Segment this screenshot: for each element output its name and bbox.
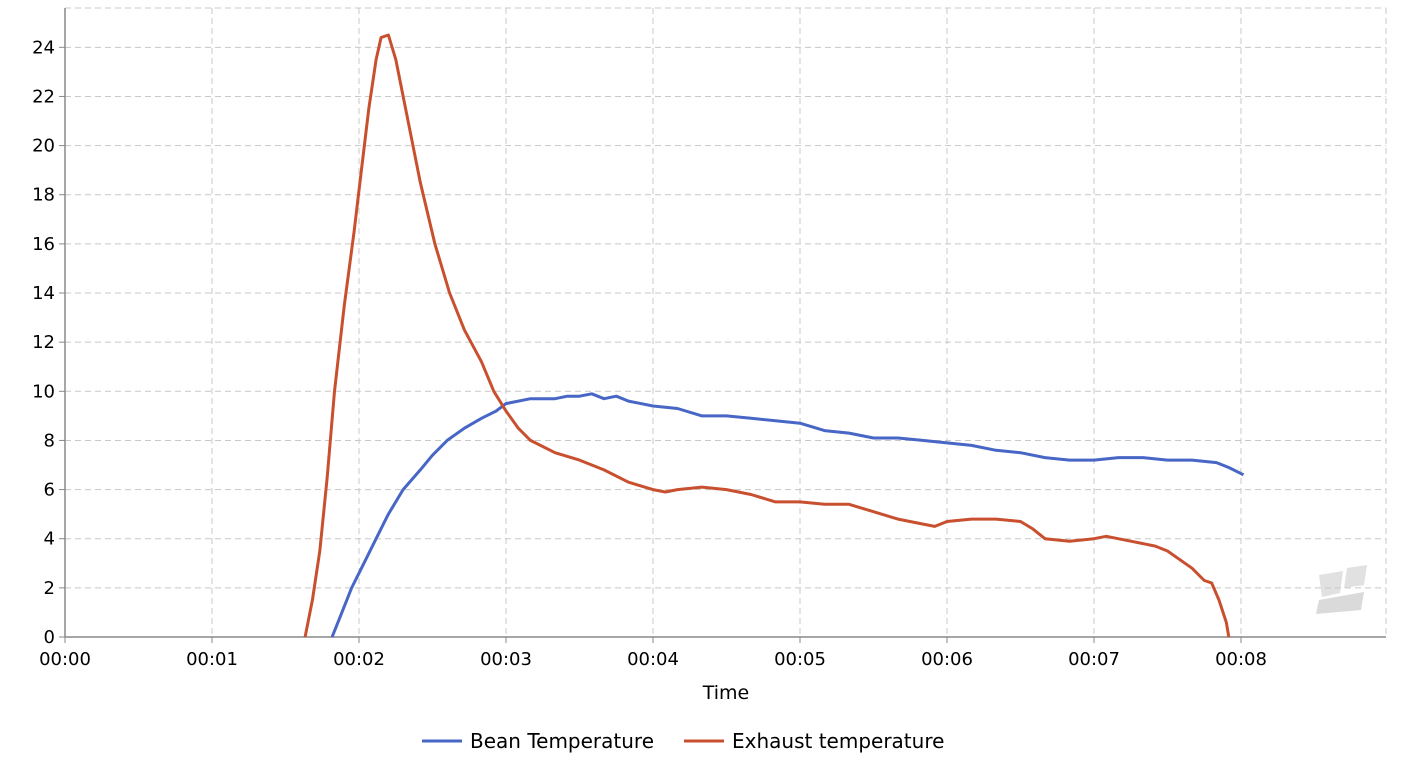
y-tick-label: 10	[32, 381, 55, 402]
x-tick-label: 00:03	[480, 649, 532, 670]
x-tick-label: 00:06	[921, 649, 973, 670]
y-tick-label: 18	[32, 185, 55, 206]
legend-item-exhaust: Exhaust temperature	[684, 729, 944, 753]
y-tick-label: 24	[32, 37, 55, 58]
legend: Bean Temperature Exhaust temperature	[422, 729, 944, 753]
logo-watermark-icon	[1316, 565, 1367, 614]
y-tick-label: 22	[32, 86, 55, 107]
y-tick-label: 4	[44, 529, 55, 550]
data-series	[303, 33, 1245, 638]
x-axis-title: Time	[702, 682, 750, 704]
x-tick-label: 00:07	[1068, 649, 1120, 670]
grid-lines	[65, 7, 1387, 637]
x-tick-label: 00:04	[627, 649, 679, 670]
legend-label-bean: Bean Temperature	[470, 729, 654, 753]
axes	[59, 8, 1386, 643]
x-tick-label: 00:08	[1215, 649, 1267, 670]
y-tick-label: 6	[44, 480, 55, 501]
y-tick-label: 20	[32, 136, 55, 157]
x-tick-label: 00:02	[333, 649, 385, 670]
legend-label-exhaust: Exhaust temperature	[732, 729, 944, 753]
tick-labels: 00:00 00:01 00:02 00:03 00:04 00:05 00:06 00:07…	[32, 37, 1267, 670]
y-tick-label: 16	[32, 234, 55, 255]
x-tick-label: 00:01	[186, 649, 238, 670]
x-tick-label: 00:05	[774, 649, 826, 670]
series-line-bean-temperature	[330, 392, 1245, 638]
y-tick-label: 12	[32, 332, 55, 353]
y-tick-label: 0	[44, 627, 55, 648]
y-tick-label: 8	[44, 430, 55, 451]
y-tick-label: 14	[32, 283, 55, 304]
legend-item-bean: Bean Temperature	[422, 729, 654, 753]
y-tick-label: 2	[44, 578, 55, 599]
series-line-exhaust-temperature	[303, 33, 1231, 638]
x-tick-label: 00:00	[39, 649, 91, 670]
